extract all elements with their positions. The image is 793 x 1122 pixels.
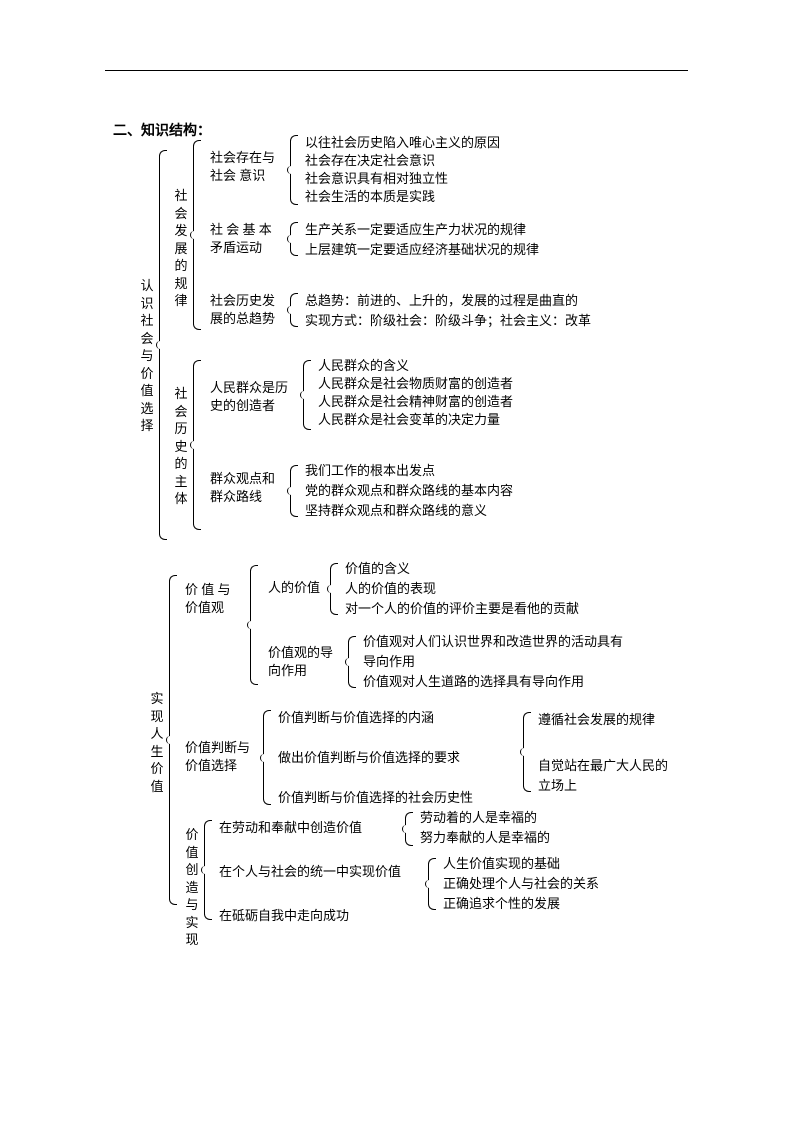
r2c1s1-label: 人的价值 [268, 580, 320, 597]
root1-label: 认识社会与价值选择 [140, 277, 154, 435]
brace-r1c1b [290, 222, 298, 256]
brace-r2c2 [263, 710, 271, 805]
r1c1b-l1: 社 会 基 本 [210, 222, 272, 239]
r2c3s1-i0: 劳动着的人是幸福的 [420, 810, 537, 827]
r2c1-l1: 价 值 与 [185, 582, 231, 599]
brace-r1c1 [193, 140, 201, 330]
r2c2-l1: 价值判断与 [185, 740, 250, 757]
r1c1a-i2: 社会意识具有相对独立性 [305, 171, 448, 188]
brace-r2c3s2 [428, 858, 436, 910]
r2c3-i2: 在砥砺自我中走向成功 [219, 908, 349, 925]
r2c1s1-i2: 对一个人的价值的评价主要是看他的贡献 [345, 601, 579, 618]
r1c2a-i0: 人民群众的含义 [318, 358, 409, 375]
r1c1a-l2: 社会 意识 [210, 168, 265, 185]
brace-r2c1s2 [348, 636, 356, 688]
r1c2a-i1: 人民群众是社会物质财富的创造者 [318, 376, 513, 393]
brace-root1 [159, 150, 167, 540]
brace-r1c2b [290, 465, 298, 517]
r2c2-i2: 价值判断与价值选择的社会历史性 [278, 790, 473, 807]
r1c2b-l1: 群众观点和 [210, 471, 275, 488]
r2c3-label: 价值创造与实现 [185, 826, 199, 949]
r1c2b-i2: 坚持群众观点和群众路线的意义 [305, 503, 487, 520]
r1c2a-l2: 史的创造者 [210, 398, 275, 415]
r2c1-l2: 价值观 [185, 600, 224, 617]
r2c3s2-i0: 人生价值实现的基础 [443, 856, 560, 873]
r2c1s2-l2: 向作用 [268, 663, 307, 680]
root1-c1-label: 社会发展的规律 [174, 187, 188, 310]
r2c2-s1: 自觉站在最广大人民的 [538, 758, 668, 775]
r2c2-s0: 遵循社会发展的规律 [538, 712, 655, 729]
r2c3-i0: 在劳动和奉献中创造价值 [219, 820, 362, 837]
r1c1a-i3: 社会生活的本质是实践 [305, 189, 435, 206]
r1c1a-i0: 以往社会历史陷入唯心主义的原因 [305, 135, 500, 152]
r1c2b-i0: 我们工作的根本出发点 [305, 463, 435, 480]
section-heading: 二、知识结构： [113, 120, 211, 140]
r2c3s1-i1: 努力奉献的人是幸福的 [420, 830, 550, 847]
top-rule [105, 70, 688, 71]
r2c2-s2: 立场上 [538, 778, 577, 795]
r2c3s2-i2: 正确追求个性的发展 [443, 896, 560, 913]
r1c1c-l1: 社会历史发 [210, 293, 275, 310]
brace-root2 [169, 575, 177, 905]
r1c1b-l2: 矛盾运动 [210, 240, 262, 257]
brace-r2c2-side [523, 712, 531, 792]
r1c2a-i3: 人民群众是社会变革的决定力量 [318, 412, 500, 429]
brace-r2c3s1 [405, 812, 413, 846]
r1c2b-l2: 群众路线 [210, 489, 262, 506]
r2c1s2-i0: 价值观对人们认识世界和改造世界的活动具有 [363, 634, 623, 651]
r1c1c-i0: 总趋势：前进的、上升的，发展的过程是曲直的 [305, 293, 578, 310]
r2c3-i1: 在个人与社会的统一中实现价值 [219, 864, 401, 881]
brace-r1c1a [290, 135, 298, 205]
r2c2-i1: 做出价值判断与价值选择的要求 [278, 750, 460, 767]
r1c1c-i1: 实现方式：阶级社会：阶级斗争；社会主义：改革 [305, 313, 591, 330]
r2c2-i0: 价值判断与价值选择的内涵 [278, 710, 434, 727]
brace-r1c1c [290, 293, 298, 327]
r1c1c-l2: 展的总趋势 [210, 311, 275, 328]
r1c2a-l1: 人民群众是历 [210, 380, 288, 397]
r1c1b-i1: 上层建筑一定要适应经济基础状况的规律 [305, 242, 539, 259]
r2c2-l2: 价值选择 [185, 758, 237, 775]
r1c2a-i2: 人民群众是社会精神财富的创造者 [318, 394, 513, 411]
r2c1s1-i1: 人的价值的表现 [345, 581, 436, 598]
brace-r1c2a [303, 360, 311, 430]
r1c1a-i1: 社会存在决定社会意识 [305, 153, 435, 170]
root1-c2-label: 社会历史的主体 [174, 385, 188, 508]
brace-r1c2 [193, 360, 201, 530]
root2-label: 实现人生价值 [150, 690, 164, 795]
brace-r2c1s1 [330, 563, 338, 615]
r2c3s2-i1: 正确处理个人与社会的关系 [443, 876, 599, 893]
r2c1s2-l1: 价值观的导 [268, 645, 333, 662]
r1c2b-i1: 党的群众观点和群众路线的基本内容 [305, 483, 513, 500]
r1c1b-i0: 生产关系一定要适应生产力状况的规律 [305, 222, 526, 239]
brace-r2c1 [250, 565, 258, 685]
r2c1s2-i1: 导向作用 [363, 654, 415, 671]
r1c1a-l1: 社会存在与 [210, 150, 275, 167]
r2c1s2-i2: 价值观对人生道路的选择具有导向作用 [363, 674, 584, 691]
brace-r2c3 [204, 820, 212, 920]
r2c1s1-i0: 价值的含义 [345, 561, 410, 578]
